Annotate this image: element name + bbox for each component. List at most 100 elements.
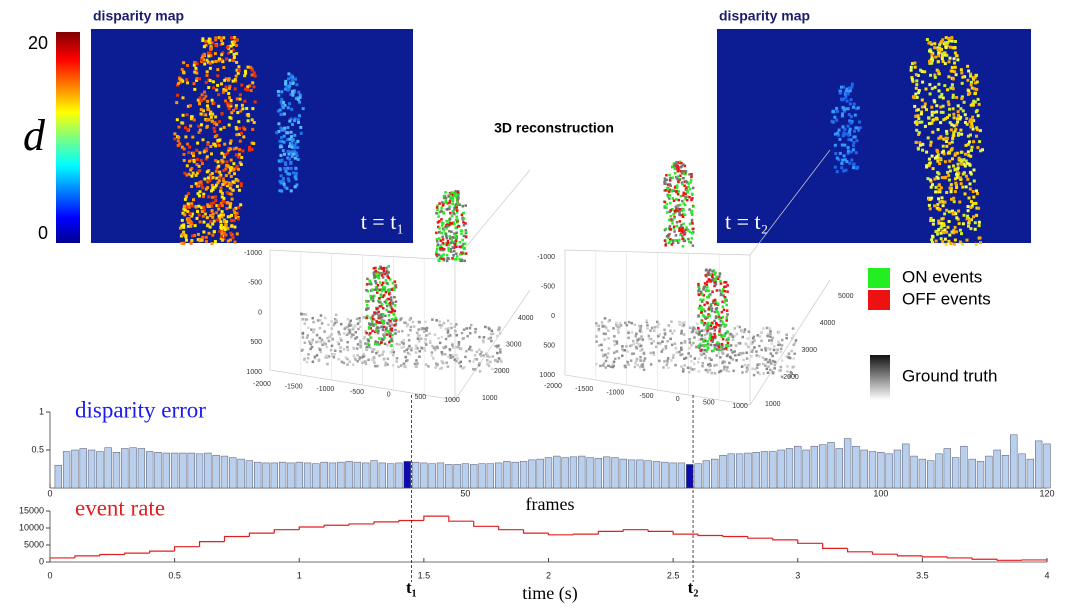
disparity-pixel bbox=[289, 162, 292, 165]
disparity-pixel bbox=[959, 229, 962, 232]
disparity-pixel bbox=[177, 136, 180, 139]
disparity-pixel bbox=[203, 150, 206, 153]
ground-truth-point bbox=[447, 320, 450, 323]
disparity-pixel bbox=[187, 192, 190, 195]
event-point bbox=[691, 214, 694, 217]
disparity-pixel bbox=[247, 66, 250, 69]
bar bbox=[495, 463, 502, 488]
ground-truth-point bbox=[650, 363, 653, 366]
disparity-pixel bbox=[283, 127, 286, 130]
ground-truth-point bbox=[762, 327, 765, 330]
event-point bbox=[454, 243, 457, 246]
disparity-pixel bbox=[976, 192, 979, 195]
ground-truth-point bbox=[664, 333, 667, 336]
step bbox=[947, 557, 972, 558]
disparity-pixel bbox=[220, 53, 223, 56]
ground-truth-point bbox=[621, 345, 624, 348]
ground-truth-point bbox=[693, 368, 696, 371]
disparity-pixel bbox=[235, 61, 238, 64]
step bbox=[897, 554, 922, 556]
event-point bbox=[719, 280, 722, 283]
disparity-pixel bbox=[836, 157, 839, 160]
disparity-pixel bbox=[935, 240, 938, 243]
disparity-pixel bbox=[233, 41, 236, 44]
ground-truth-point bbox=[449, 348, 452, 351]
event-point bbox=[463, 235, 466, 238]
disparity-pixel bbox=[240, 132, 243, 135]
event-point bbox=[377, 284, 380, 287]
ground-truth-point bbox=[600, 344, 603, 347]
ground-truth-point bbox=[358, 358, 361, 361]
ground-truth-point bbox=[442, 346, 445, 349]
disparity-pixel bbox=[198, 214, 201, 217]
ground-truth-point bbox=[462, 337, 465, 340]
bar bbox=[362, 463, 369, 488]
ground-truth-point bbox=[668, 324, 671, 327]
disparity-pixel bbox=[966, 123, 969, 126]
disparity-pixel bbox=[250, 89, 253, 92]
disparity-pixel bbox=[929, 144, 932, 147]
disparity-pixel bbox=[948, 160, 951, 163]
ground-truth-point bbox=[658, 360, 661, 363]
event-point bbox=[682, 163, 685, 166]
event-point bbox=[725, 319, 728, 322]
ground-truth-point bbox=[356, 318, 359, 321]
ground-truth-point bbox=[595, 363, 598, 366]
ground-truth-point bbox=[474, 331, 477, 334]
disparity-pixel bbox=[933, 100, 936, 103]
bar bbox=[163, 453, 170, 488]
event-point bbox=[678, 239, 681, 242]
event-point bbox=[381, 290, 384, 293]
disparity-pixel bbox=[230, 167, 233, 170]
ground-truth-point bbox=[735, 359, 738, 362]
ground-truth-point bbox=[672, 357, 675, 360]
disparity-pixel bbox=[217, 105, 220, 108]
disparity-pixel bbox=[841, 159, 844, 162]
event-point bbox=[385, 327, 388, 330]
event-point bbox=[727, 338, 730, 341]
ground-truth-point bbox=[669, 330, 672, 333]
disparity-pixel bbox=[916, 96, 919, 99]
ground-truth-point bbox=[791, 337, 794, 340]
disparity-pixel bbox=[186, 164, 189, 167]
disparity-pixel bbox=[287, 126, 290, 129]
disparity-pixel bbox=[300, 132, 303, 135]
event-point bbox=[717, 302, 720, 305]
event-point bbox=[681, 235, 684, 238]
ground-truth-point bbox=[662, 336, 665, 339]
disparity-pixel bbox=[945, 209, 948, 212]
disparity-pixel bbox=[975, 135, 978, 138]
event-point bbox=[383, 322, 386, 325]
disparity-pixel bbox=[204, 95, 207, 98]
disparity-pixel bbox=[230, 159, 233, 162]
disparity-pixel bbox=[226, 201, 229, 204]
ground-truth-point bbox=[656, 321, 659, 324]
step bbox=[125, 553, 150, 554]
ground-truth-point bbox=[492, 333, 495, 336]
ground-truth-point bbox=[674, 343, 677, 346]
x-tick-label: 500 bbox=[414, 394, 426, 401]
bar bbox=[312, 464, 319, 488]
event-point bbox=[711, 307, 714, 310]
bar bbox=[1002, 455, 1009, 488]
disparity-pixel bbox=[959, 116, 962, 119]
bar bbox=[686, 464, 693, 488]
disparity-pixel bbox=[206, 143, 209, 146]
disparity-pixel bbox=[200, 123, 203, 126]
disparity-pixel bbox=[277, 90, 280, 93]
event-point bbox=[723, 301, 726, 304]
disparity-pixel bbox=[241, 149, 244, 152]
disparity-pixel bbox=[280, 113, 283, 116]
disparity-pixel bbox=[932, 223, 935, 226]
disparity-pixel bbox=[288, 85, 291, 88]
ground-truth-point bbox=[445, 338, 448, 341]
event-point bbox=[727, 342, 730, 345]
colorbar bbox=[56, 32, 80, 243]
step bbox=[648, 530, 673, 532]
event-point bbox=[669, 185, 672, 188]
bar bbox=[337, 462, 344, 488]
event-point bbox=[697, 327, 700, 330]
ground-truth-point bbox=[447, 355, 450, 358]
disparity-pixel bbox=[915, 120, 918, 123]
disparity-pixel bbox=[958, 222, 961, 225]
